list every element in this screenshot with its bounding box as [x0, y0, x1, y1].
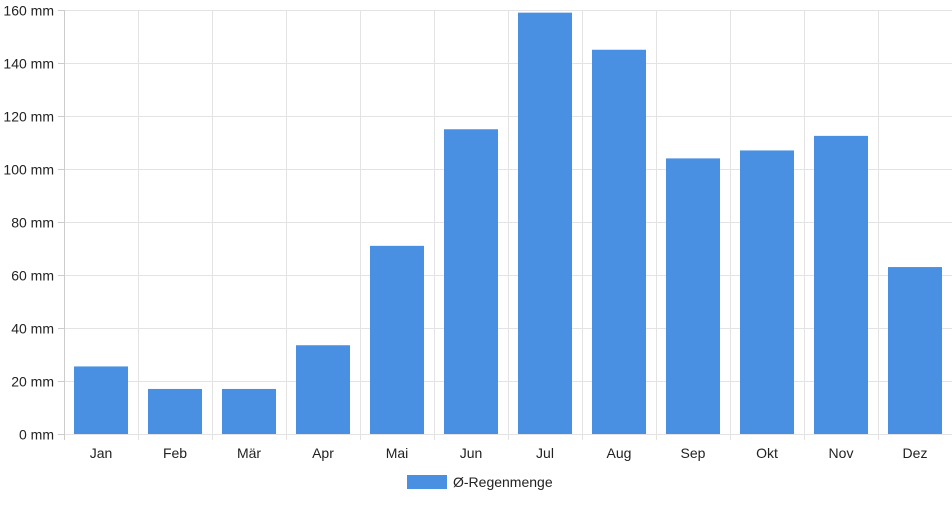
x-tick-labels: Jan Feb Mär Apr Mai Jun Jul Aug Sep Okt Nov Dez	[90, 445, 928, 461]
x-tick-label: Sep	[681, 445, 706, 461]
y-tick-label: 60 mm	[11, 268, 54, 284]
x-tick-label: Okt	[756, 445, 778, 461]
x-tick-label: Mai	[386, 445, 409, 461]
y-tick-label: 20 mm	[11, 374, 54, 390]
grid-lines	[64, 10, 952, 440]
legend[interactable]: Ø-Regenmenge	[407, 474, 553, 490]
legend-label[interactable]: Ø-Regenmenge	[453, 474, 553, 490]
y-tick-label: 140 mm	[3, 56, 54, 72]
bar-sep[interactable]	[666, 158, 720, 434]
x-tick-label: Jun	[460, 445, 483, 461]
bar-jan[interactable]	[74, 366, 128, 434]
bar-jul[interactable]	[518, 12, 572, 435]
bar-mär[interactable]	[222, 388, 276, 434]
x-tick-label: Mär	[237, 445, 261, 461]
bars	[74, 12, 942, 435]
y-tick-label: 100 mm	[3, 162, 54, 178]
x-tick-label: Apr	[312, 445, 334, 461]
bar-mai[interactable]	[370, 245, 424, 434]
x-tick-label: Nov	[829, 445, 854, 461]
axes	[58, 10, 65, 440]
x-tick-label: Dez	[903, 445, 928, 461]
bar-dez[interactable]	[888, 267, 942, 434]
y-tick-label: 120 mm	[3, 109, 54, 125]
bar-nov[interactable]	[814, 135, 868, 435]
bar-jun[interactable]	[444, 129, 498, 434]
x-tick-label: Aug	[607, 445, 632, 461]
y-tick-labels: 0 mm 20 mm 40 mm 60 mm 80 mm 100 mm 120 mm 140 …	[3, 3, 54, 443]
x-tick-label: Jul	[536, 445, 554, 461]
bar-feb[interactable]	[148, 388, 202, 434]
y-tick-label: 40 mm	[11, 321, 54, 337]
bar-okt[interactable]	[740, 150, 794, 434]
y-tick-label: 80 mm	[11, 215, 54, 231]
y-tick-label: 0 mm	[19, 427, 54, 443]
legend-swatch[interactable]	[407, 475, 447, 489]
x-tick-label: Feb	[163, 445, 187, 461]
x-tick-label: Jan	[90, 445, 113, 461]
y-tick-label: 160 mm	[3, 3, 54, 19]
bar-apr[interactable]	[296, 345, 350, 434]
bar-aug[interactable]	[592, 49, 646, 434]
